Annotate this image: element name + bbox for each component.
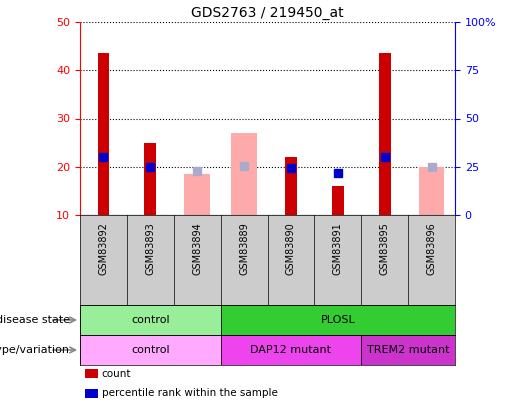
Title: GDS2763 / 219450_at: GDS2763 / 219450_at xyxy=(191,6,344,19)
Text: GSM83895: GSM83895 xyxy=(380,222,390,275)
Text: control: control xyxy=(131,345,169,355)
Bar xyxy=(220,335,361,365)
Bar xyxy=(285,157,297,215)
Text: GSM83893: GSM83893 xyxy=(145,222,156,275)
Bar xyxy=(379,53,390,215)
Text: genotype/variation: genotype/variation xyxy=(0,345,70,355)
Bar xyxy=(332,186,344,215)
Text: count: count xyxy=(101,369,131,379)
Text: GSM83889: GSM83889 xyxy=(239,222,249,275)
Bar xyxy=(231,133,257,215)
Text: control: control xyxy=(131,315,169,325)
Text: GSM83896: GSM83896 xyxy=(426,222,437,275)
Bar xyxy=(144,143,156,215)
Text: percentile rank within the sample: percentile rank within the sample xyxy=(101,388,278,398)
Text: GSM83894: GSM83894 xyxy=(192,222,202,275)
Text: GSM83890: GSM83890 xyxy=(286,222,296,275)
Text: DAP12 mutant: DAP12 mutant xyxy=(250,345,332,355)
Text: TREM2 mutant: TREM2 mutant xyxy=(367,345,450,355)
Text: disease state: disease state xyxy=(0,315,70,325)
Bar xyxy=(184,174,210,215)
Bar xyxy=(80,305,220,335)
Bar xyxy=(419,167,444,215)
Text: GSM83891: GSM83891 xyxy=(333,222,343,275)
Text: PLOSL: PLOSL xyxy=(320,315,355,325)
Bar xyxy=(97,53,109,215)
Text: GSM83892: GSM83892 xyxy=(98,222,109,275)
Bar xyxy=(220,305,455,335)
Bar xyxy=(361,335,455,365)
Bar xyxy=(80,335,220,365)
